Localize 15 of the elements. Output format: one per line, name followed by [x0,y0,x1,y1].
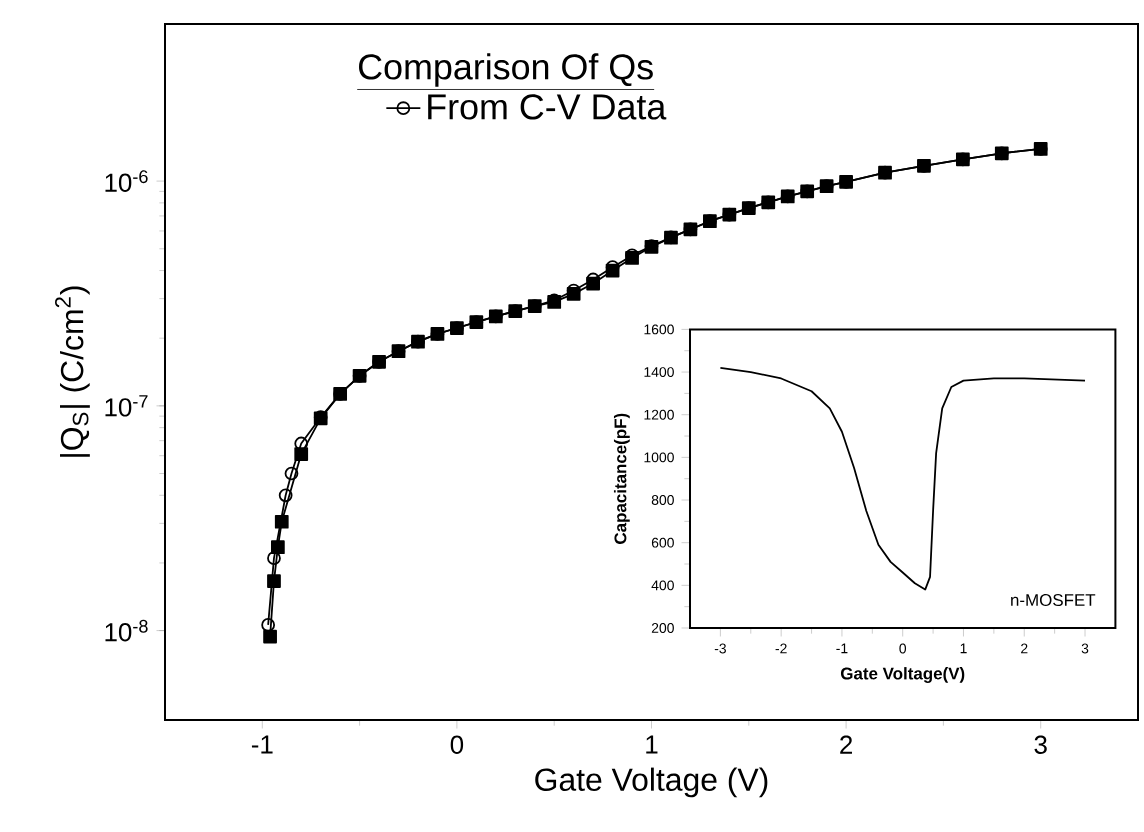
legend-title: Comparison Of Qs [359,53,653,87]
x-axis-title: Gate Voltage(V) [840,667,965,683]
x-tick-label: -1 [251,735,273,754]
x-tick-label: 1 [646,735,658,754]
annotation: n-MOSFET [1011,594,1096,607]
y-tick-label: 10$^{-8}$ [105,619,148,642]
legend-label: From C-V Data [428,94,667,120]
x-axis-title: Gate Voltage (V) [535,767,768,798]
y-tick-label: 10$^{-7}$ [105,395,148,417]
x-tick-label: 3 [1034,735,1047,754]
y-tick-label: 10$^{-6}$ [105,170,148,192]
x-tick-label: 2 [840,735,852,754]
x-tick-label: 0 [450,735,464,754]
y-axis-title: |Q$_{S}$| (C/cm$^{2}$) [55,286,90,457]
y-axis-title: Capacitance(pF) [613,413,630,544]
